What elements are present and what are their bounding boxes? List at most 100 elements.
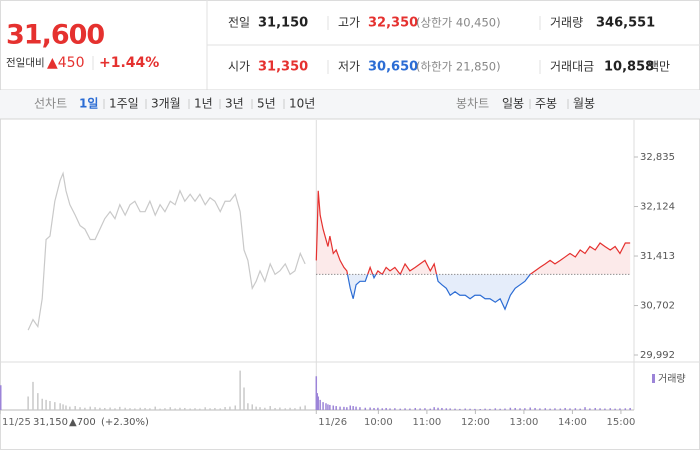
stat-label: 거래량: [550, 16, 583, 30]
volume-bar: [604, 408, 606, 410]
volume-bar: [219, 408, 221, 410]
volume-bar: [377, 407, 379, 410]
volume-bar: [109, 407, 111, 410]
stat-unit: 백만: [648, 60, 670, 74]
volume-bar: [369, 407, 371, 410]
volume-bar: [54, 402, 56, 410]
volume-bar: [599, 408, 601, 410]
legend-swatch: [652, 374, 655, 383]
volume-bar: [329, 404, 331, 410]
volume-bar: [544, 408, 547, 410]
change-rate: +1.44%: [99, 55, 159, 71]
volume-bar: [322, 402, 324, 410]
volume-bar: [199, 408, 201, 410]
volume-bar: [319, 399, 321, 410]
volume-bar: [189, 408, 191, 410]
volume-bar: [154, 406, 156, 410]
volume-bar: [84, 407, 86, 410]
volume-bar: [484, 408, 486, 410]
y-tick-label: 30,702: [640, 301, 675, 312]
volume-bar: [32, 381, 34, 410]
volume-bar: [149, 408, 151, 410]
stat-note: (상한가 40,450): [416, 16, 501, 30]
y-tick-label: 32,124: [640, 202, 675, 213]
volume-bar: [316, 393, 319, 410]
volume-bar: [315, 376, 318, 410]
volume-bar: [519, 408, 521, 410]
volume-bar: [414, 407, 416, 410]
volume-bar: [584, 407, 586, 410]
volume-bar: [243, 387, 245, 410]
y-tick-label: 29,992: [640, 350, 675, 361]
stat-label: 고가: [338, 16, 360, 30]
area-down: [347, 274, 531, 310]
period-tab[interactable]: 1주일: [109, 97, 139, 111]
volume-bar: [332, 405, 335, 410]
change: ▲450: [47, 55, 85, 71]
volume-bar: [364, 407, 367, 410]
volume-bar: [381, 408, 384, 410]
volume-bar: [251, 404, 254, 410]
candle-tab[interactable]: 일봉: [502, 97, 524, 111]
volume-bar: [614, 408, 616, 410]
period-tab[interactable]: 5년: [257, 97, 276, 111]
volume-bar: [79, 407, 81, 410]
period-tab[interactable]: 10년: [289, 97, 315, 111]
volume-bar: [45, 399, 47, 410]
volume-bar: [159, 408, 161, 410]
volume-bar: [339, 406, 341, 410]
volume-bar: [489, 408, 491, 410]
stat-label: 전일: [228, 16, 250, 30]
volume-bar: [524, 408, 526, 410]
candle-tab[interactable]: 주봉: [535, 97, 557, 111]
volume-bar: [464, 408, 466, 410]
stat-value: 31,350: [258, 60, 308, 75]
volume-bar: [299, 406, 302, 410]
volume-bar: [335, 406, 337, 410]
volume-bar: [325, 403, 327, 410]
volume-bar: [579, 408, 581, 410]
volume-bar: [373, 407, 375, 410]
volume-bar: [49, 401, 51, 410]
volume-bar: [204, 407, 206, 410]
prev-change: ▲700: [69, 417, 96, 428]
period-tab[interactable]: 3개월: [151, 97, 181, 111]
stat-value: 346,551: [596, 16, 655, 31]
volume-bar: [385, 407, 387, 410]
volume-bar: [174, 408, 176, 410]
volume-bar: [574, 408, 577, 410]
x-tick-label: 15:00: [607, 417, 636, 428]
volume-bar: [65, 405, 67, 410]
volume-bar: [89, 406, 91, 410]
volume-bar: [449, 408, 451, 410]
volume-bar: [279, 407, 281, 410]
volume-bar: [0, 385, 2, 410]
volume-bar: [304, 405, 306, 410]
volume-bar: [624, 408, 627, 410]
period-tab[interactable]: 3년: [225, 97, 244, 111]
period-tab[interactable]: 1년: [194, 97, 213, 111]
change-label: 전일대비: [6, 56, 45, 69]
volume-bar: [352, 406, 354, 410]
stat-value: 30,650: [368, 60, 418, 75]
volume-bar: [343, 406, 345, 410]
candle-tab[interactable]: 월봉: [573, 97, 595, 111]
volume-bar: [409, 408, 411, 410]
volume-bar: [469, 408, 471, 410]
volume-bar: [134, 408, 136, 410]
line-up: [315, 190, 631, 275]
line-down: [346, 274, 532, 311]
volume-bar: [224, 407, 226, 410]
volume-bar: [346, 407, 348, 410]
period-tab[interactable]: 1일: [79, 97, 98, 111]
volume-bar: [74, 406, 76, 410]
volume-bar: [589, 408, 591, 410]
volume-bar: [274, 407, 276, 410]
volume-bar: [37, 393, 39, 410]
prev-close: 31,150: [33, 417, 68, 428]
volume-bar: [359, 407, 361, 410]
volume-bar: [437, 407, 439, 410]
volume-bar: [564, 407, 566, 410]
prev-day-line: [27, 171, 306, 331]
volume-bar: [529, 407, 531, 410]
